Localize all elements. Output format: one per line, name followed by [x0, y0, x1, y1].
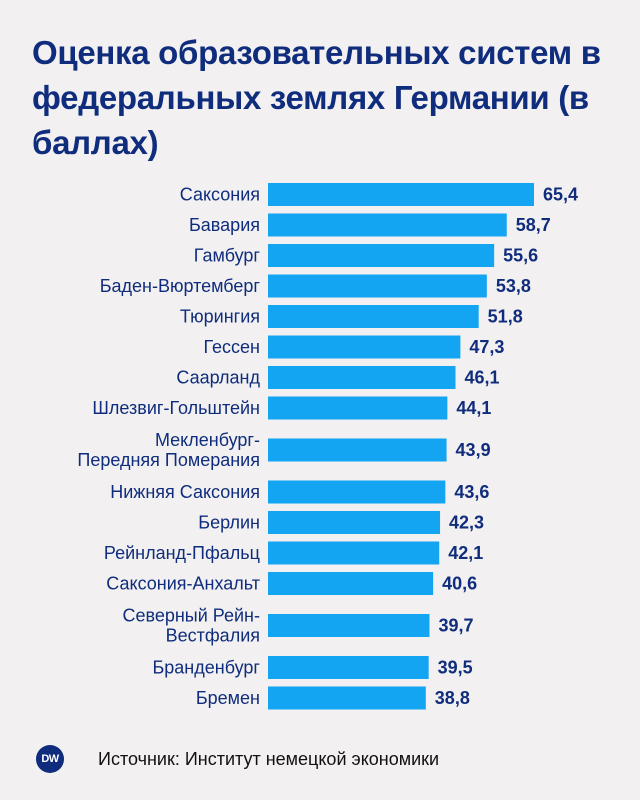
- category-label: Бремен: [196, 688, 260, 708]
- bar: [268, 335, 461, 359]
- category-label: Шлезвиг-Гольштейн: [92, 398, 260, 418]
- category-label: Баден-Вюртемберг: [100, 276, 261, 296]
- value-label: 47,3: [469, 337, 504, 357]
- category-label: Гамбург: [194, 246, 261, 266]
- bar: [268, 541, 440, 565]
- category-label: Бранденбург: [152, 658, 260, 678]
- bar: [268, 480, 446, 504]
- bar: [268, 396, 448, 420]
- bar: [268, 366, 456, 389]
- category-label: Бавария: [189, 215, 260, 235]
- value-label: 55,6: [503, 246, 538, 266]
- value-label: 39,7: [438, 616, 473, 636]
- bar: [268, 438, 447, 462]
- value-label: 51,8: [488, 307, 523, 327]
- value-label: 39,5: [438, 658, 473, 678]
- value-label: 43,6: [454, 482, 489, 502]
- bar: [268, 614, 430, 637]
- dw-logo: DW: [36, 745, 64, 773]
- value-label: 40,6: [442, 574, 477, 594]
- category-label: Саарланд: [176, 368, 260, 388]
- value-label: 46,1: [465, 368, 500, 388]
- chart-title: Оценка образовательных систем в федераль…: [32, 34, 601, 161]
- category-label: Нижняя Саксония: [110, 482, 260, 502]
- bar-chart: Саксония 65,4 Бавария 58,7 Гамбург 55,6 Баден-…: [77, 183, 578, 710]
- value-label: 58,7: [516, 215, 551, 235]
- value-label: 42,1: [448, 543, 483, 563]
- category-label: Гессен: [203, 337, 260, 357]
- value-label: 44,1: [456, 398, 491, 418]
- value-label: 42,3: [449, 513, 484, 533]
- value-label: 43,9: [456, 440, 491, 460]
- source-note: Источник: Институт немецкой экономики: [98, 748, 440, 769]
- bar: [268, 511, 441, 534]
- value-label: 53,8: [496, 276, 531, 296]
- category-label: Берлин: [198, 513, 260, 533]
- bar: [268, 305, 479, 328]
- category-label: Саксония: [180, 185, 260, 205]
- bar: [268, 213, 507, 237]
- value-label: 65,4: [543, 185, 578, 205]
- bar: [268, 244, 495, 267]
- category-label: Саксония-Анхальт: [106, 574, 260, 594]
- bar: [268, 686, 426, 710]
- category-label: Мекленбург-Передняя Померания: [77, 430, 260, 470]
- category-label: Северный Рейн-Вестфалия: [122, 606, 260, 646]
- bar: [268, 656, 429, 679]
- bar: [268, 572, 434, 595]
- value-label: 38,8: [435, 688, 470, 708]
- category-label: Рейнланд-Пфальц: [104, 543, 260, 563]
- bar: [268, 183, 534, 206]
- category-label: Тюрингия: [180, 307, 260, 327]
- footer: DW Источник: Институт немецкой экономики: [36, 745, 439, 773]
- bar: [268, 274, 487, 298]
